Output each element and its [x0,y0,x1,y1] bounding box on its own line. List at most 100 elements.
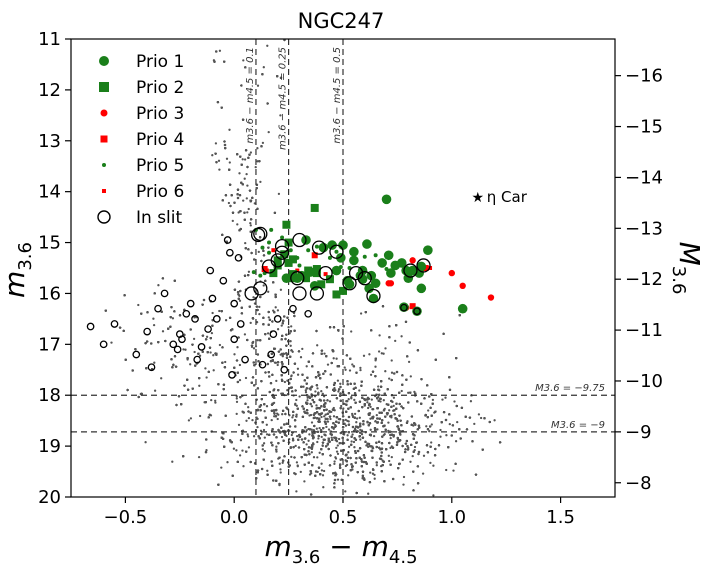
field-point [292,414,295,417]
field-point [238,454,242,457]
field-point [263,410,266,413]
field-point [218,343,222,347]
field-point [256,160,259,163]
field-point [244,376,248,380]
field-point [204,367,207,370]
field-point [276,417,279,421]
field-point [279,288,283,291]
field-point [273,361,277,364]
field-point [390,371,394,374]
field-point [351,363,354,366]
field-point [251,418,254,422]
field-point [235,395,238,398]
field-point [244,241,247,245]
field-point [171,317,175,320]
field-point [279,114,282,117]
field-point [227,201,231,205]
field-point [205,376,208,379]
field-point [258,312,261,316]
field-point [337,437,341,441]
field-point [320,469,324,472]
field-point [310,405,314,408]
field-point [265,423,268,426]
field-point [422,454,426,457]
field-point [355,417,359,420]
field-point [321,444,324,448]
field-point [314,390,317,393]
field-point [238,299,242,302]
field-point [390,359,393,362]
field-point [153,389,157,392]
field-point [344,490,347,493]
field-point [290,433,293,437]
field-point [241,158,244,161]
field-point [373,477,376,480]
field-point [413,390,416,394]
field-point [318,451,321,454]
field-point [469,400,473,403]
field-point [317,437,320,440]
field-point [321,392,324,395]
field-point [267,316,270,319]
field-point [315,427,318,430]
field-point [389,436,392,440]
field-point [266,469,269,472]
field-point [275,450,278,453]
field-point [326,363,330,366]
field-point [235,397,238,400]
field-point [320,415,323,419]
field-point [388,459,391,463]
field-point [137,303,140,307]
field-point [456,420,459,424]
field-point [152,317,155,320]
field-point [236,346,239,349]
field-point [182,348,185,351]
field-point [110,341,113,344]
field-point [259,180,262,184]
field-point [299,356,303,359]
field-point [247,446,251,449]
field-point [340,404,343,408]
field-point [275,445,278,448]
field-point [249,321,252,325]
field-point [439,428,442,432]
field-point [258,305,261,309]
field-point [226,461,229,464]
field-point [402,475,406,479]
field-point [245,197,248,200]
field-point [303,480,306,483]
field-point [189,417,193,420]
field-point [252,296,255,299]
field-point [332,357,335,360]
field-point [228,161,231,164]
field-point [392,404,395,408]
field-point [332,415,336,418]
field-point [409,375,412,378]
field-point [329,417,332,421]
field-point [351,433,354,436]
field-point [347,445,351,448]
field-point [205,335,209,338]
field-point [205,449,208,452]
field-point [192,337,196,341]
field-point [330,436,333,439]
field-point [279,468,282,471]
field-point [290,374,293,377]
field-point [283,380,287,384]
field-point [359,368,362,372]
field-point [242,199,245,202]
field-point [209,351,212,354]
field-point [377,385,380,388]
field-point [427,409,430,412]
field-point [299,470,302,474]
field-point [344,464,348,468]
field-point [275,412,279,415]
field-point [373,473,376,477]
field-point [337,390,340,393]
field-point [320,390,323,393]
field-point [262,442,266,445]
field-point [310,472,313,475]
field-point [296,465,299,468]
field-point [388,409,391,412]
